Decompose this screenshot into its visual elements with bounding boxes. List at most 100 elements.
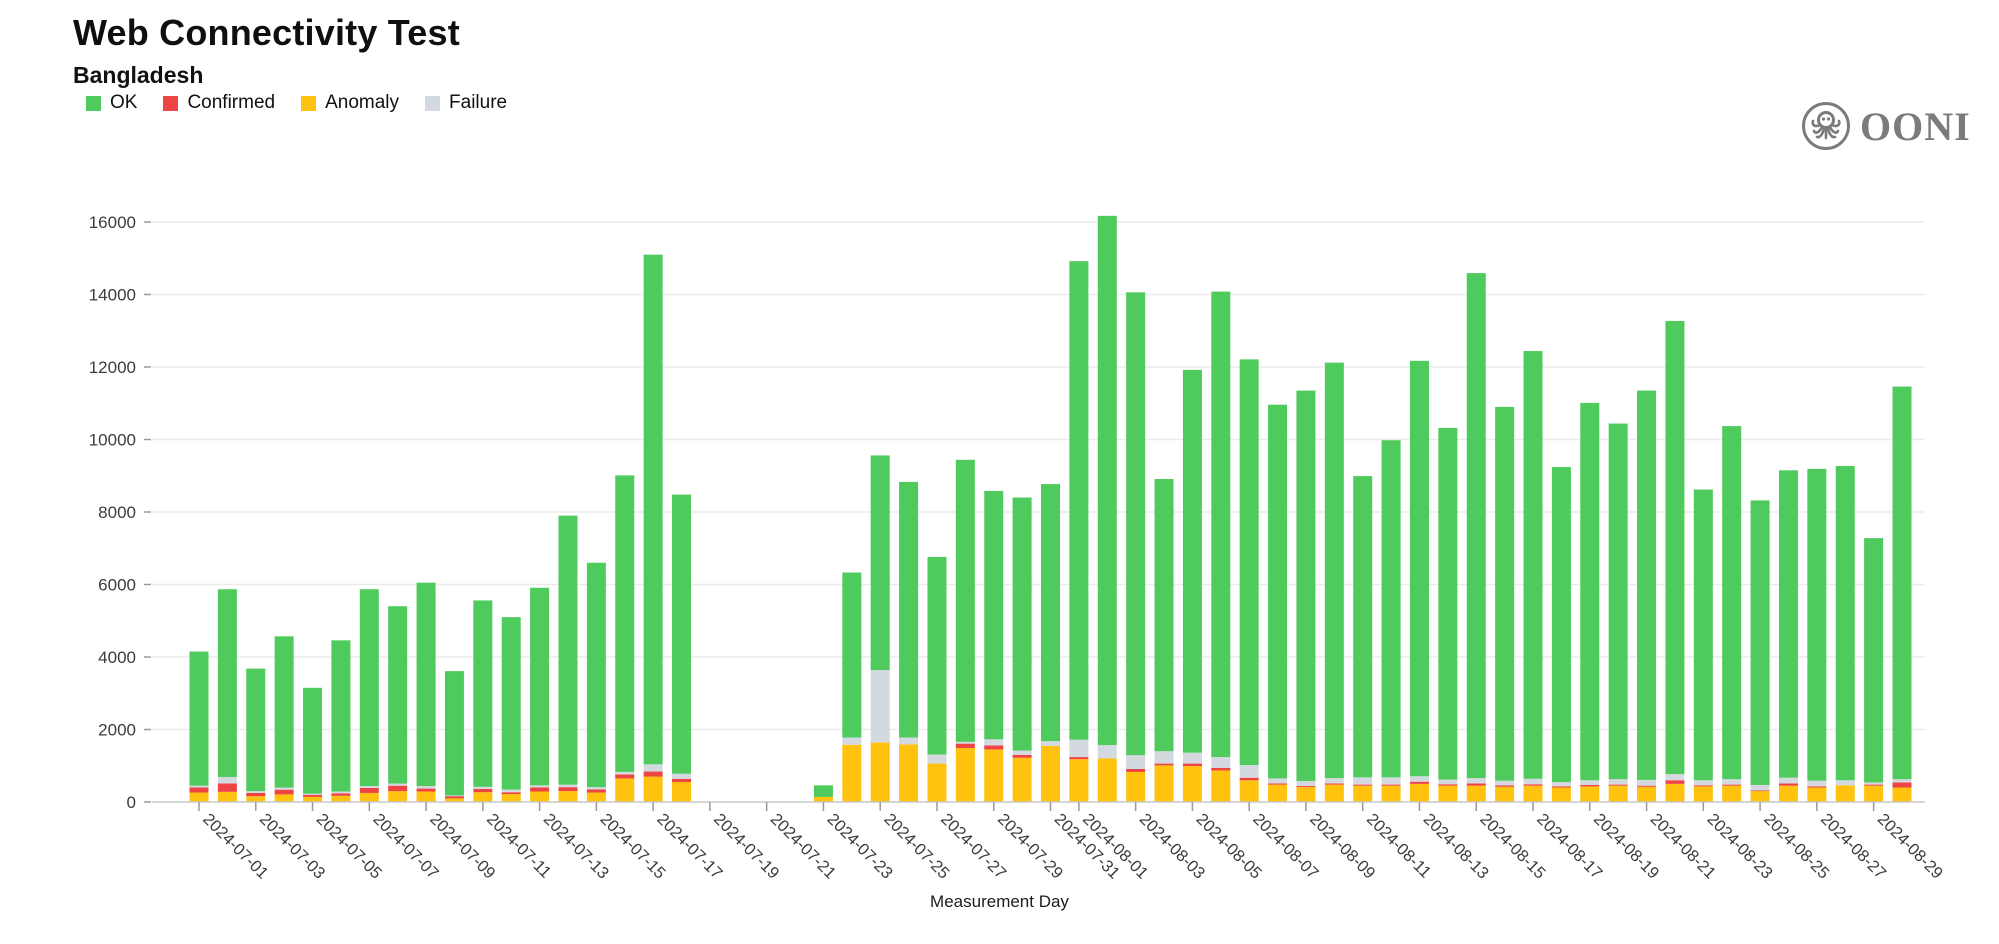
bar-segment-confirmed[interactable] <box>1551 786 1571 788</box>
bar-segment-anomaly[interactable] <box>473 792 493 802</box>
bar-segment-ok[interactable] <box>1097 215 1117 746</box>
bar-segment-anomaly[interactable] <box>1608 785 1628 802</box>
bar-segment-ok[interactable] <box>955 459 975 742</box>
bar-segment-ok[interactable] <box>984 490 1004 740</box>
bar-segment-confirmed[interactable] <box>558 787 578 792</box>
bar-segment-ok[interactable] <box>1835 465 1855 781</box>
bar-segment-failure[interactable] <box>1892 779 1912 783</box>
bar-segment-failure[interactable] <box>501 789 521 793</box>
bar-segment-confirmed[interactable] <box>303 794 323 797</box>
bar-segment-anomaly[interactable] <box>1864 785 1884 802</box>
bar-segment-anomaly[interactable] <box>615 778 635 802</box>
bar-segment-ok[interactable] <box>870 455 890 671</box>
bar-segment-anomaly[interactable] <box>1097 758 1117 803</box>
bar-segment-ok[interactable] <box>416 582 436 787</box>
bar-segment-ok[interactable] <box>530 587 550 786</box>
bar-segment-ok[interactable] <box>217 589 237 777</box>
bar-segment-confirmed[interactable] <box>217 783 237 792</box>
bar-segment-failure[interactable] <box>473 786 493 789</box>
bar-segment-ok[interactable] <box>1807 468 1827 781</box>
bar-segment-anomaly[interactable] <box>416 791 436 802</box>
bar-segment-ok[interactable] <box>1438 427 1458 780</box>
bar-segment-ok[interactable] <box>189 651 209 786</box>
bar-segment-anomaly[interactable] <box>359 792 379 802</box>
bar-segment-ok[interactable] <box>1211 291 1231 758</box>
bar-segment-confirmed[interactable] <box>1665 780 1685 784</box>
bar-segment-failure[interactable] <box>955 741 975 744</box>
bar-segment-failure[interactable] <box>1182 752 1202 764</box>
bar-segment-failure[interactable] <box>331 791 351 794</box>
bar-segment-confirmed[interactable] <box>1807 786 1827 788</box>
bar-segment-confirmed[interactable] <box>246 792 266 797</box>
bar-segment-confirmed[interactable] <box>586 789 606 793</box>
bar-segment-failure[interactable] <box>842 737 862 745</box>
bar-segment-anomaly[interactable] <box>672 782 692 802</box>
bar-segment-ok[interactable] <box>359 589 379 787</box>
bar-segment-failure[interactable] <box>1268 778 1288 784</box>
bar-segment-confirmed[interactable] <box>1466 783 1486 786</box>
bar-segment-anomaly[interactable] <box>1778 785 1798 802</box>
bar-segment-ok[interactable] <box>1069 261 1089 740</box>
bar-segment-failure[interactable] <box>217 776 237 784</box>
bar-segment-ok[interactable] <box>1693 489 1713 781</box>
bar-segment-failure[interactable] <box>1864 782 1884 785</box>
bar-segment-ok[interactable] <box>643 254 663 765</box>
bar-segment-anomaly[interactable] <box>331 795 351 802</box>
bar-segment-anomaly[interactable] <box>643 776 663 802</box>
bar-segment-failure[interactable] <box>870 670 890 743</box>
bar-segment-confirmed[interactable] <box>1324 783 1344 785</box>
bar-segment-confirmed[interactable] <box>1069 757 1089 760</box>
bar-segment-failure[interactable] <box>1353 777 1373 785</box>
bar-segment-anomaly[interactable] <box>1239 780 1259 802</box>
bar-segment-confirmed[interactable] <box>1693 785 1713 787</box>
bar-segment-confirmed[interactable] <box>672 778 692 783</box>
bar-segment-ok[interactable] <box>501 617 521 790</box>
bar-segment-anomaly[interactable] <box>1466 785 1486 802</box>
bar-segment-ok[interactable] <box>672 494 692 774</box>
bar-segment-failure[interactable] <box>1608 779 1628 785</box>
bar-segment-anomaly[interactable] <box>1268 784 1288 802</box>
bar-segment-confirmed[interactable] <box>1268 783 1288 785</box>
bar-segment-confirmed[interactable] <box>388 785 408 792</box>
bar-segment-failure[interactable] <box>1239 765 1259 778</box>
bar-segment-failure[interactable] <box>615 771 635 775</box>
bar-segment-confirmed[interactable] <box>331 793 351 796</box>
bar-segment-anomaly[interactable] <box>813 796 833 802</box>
bar-segment-ok[interactable] <box>1041 484 1060 742</box>
bar-segment-ok[interactable] <box>813 785 833 797</box>
bar-segment-confirmed[interactable] <box>530 787 550 792</box>
bar-segment-confirmed[interactable] <box>274 789 294 795</box>
bar-segment-failure[interactable] <box>530 785 550 788</box>
bar-segment-ok[interactable] <box>388 606 408 784</box>
bar-segment-confirmed[interactable] <box>1409 781 1429 784</box>
bar-segment-anomaly[interactable] <box>1693 786 1713 802</box>
bar-segment-anomaly[interactable] <box>1012 757 1032 802</box>
bar-segment-failure[interactable] <box>303 793 323 795</box>
bar-segment-failure[interactable] <box>1665 774 1685 781</box>
bar-segment-ok[interactable] <box>615 475 635 772</box>
bar-segment-anomaly[interactable] <box>1126 771 1146 802</box>
bar-segment-anomaly[interactable] <box>1069 759 1089 802</box>
bar-segment-anomaly[interactable] <box>246 796 266 802</box>
bar-segment-ok[interactable] <box>899 481 919 738</box>
bar-segment-confirmed[interactable] <box>189 787 209 793</box>
bar-segment-ok[interactable] <box>1637 390 1657 780</box>
bar-segment-failure[interactable] <box>1324 778 1344 784</box>
bar-segment-confirmed[interactable] <box>955 743 975 748</box>
bar-segment-ok[interactable] <box>1495 406 1515 781</box>
bar-segment-failure[interactable] <box>1637 779 1657 786</box>
bar-segment-ok[interactable] <box>842 572 862 738</box>
bar-segment-confirmed[interactable] <box>1182 763 1202 767</box>
bar-segment-ok[interactable] <box>1296 390 1316 781</box>
bar-segment-anomaly[interactable] <box>388 791 408 802</box>
bar-segment-anomaly[interactable] <box>1637 786 1657 802</box>
bar-segment-anomaly[interactable] <box>1551 787 1571 803</box>
bar-segment-failure[interactable] <box>1097 745 1117 759</box>
bar-segment-anomaly[interactable] <box>1750 791 1770 802</box>
bar-segment-anomaly[interactable] <box>984 749 1004 802</box>
bar-segment-anomaly[interactable] <box>842 744 862 802</box>
bar-segment-confirmed[interactable] <box>1012 754 1032 758</box>
bar-segment-ok[interactable] <box>586 562 606 788</box>
bar-segment-anomaly[interactable] <box>1211 770 1231 802</box>
bar-segment-ok[interactable] <box>331 640 351 792</box>
